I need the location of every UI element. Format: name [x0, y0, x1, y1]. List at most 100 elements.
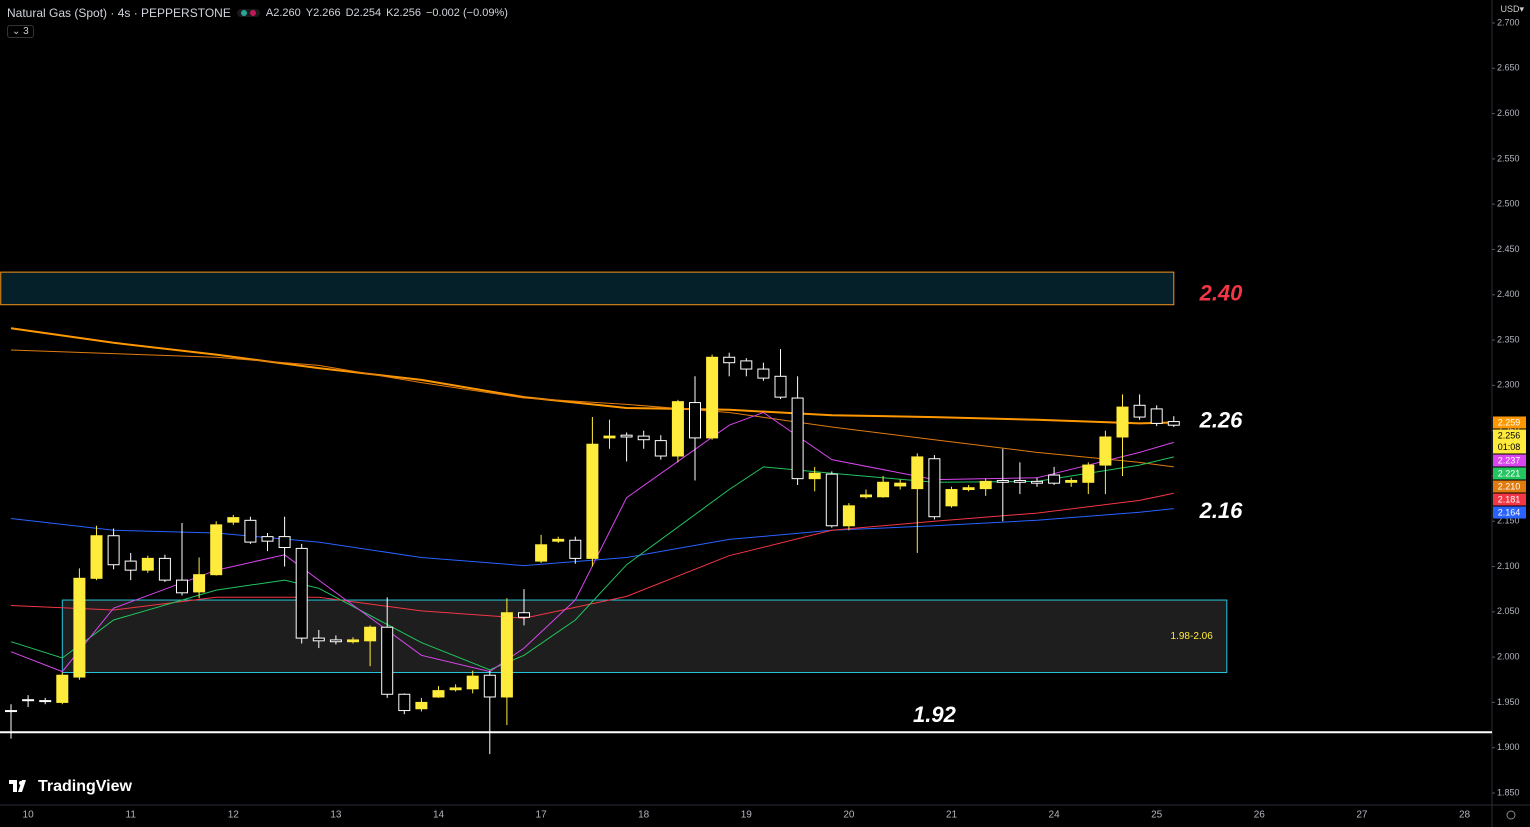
candle-body [381, 626, 394, 695]
annotation: 2.40 [1199, 281, 1244, 306]
candle-body [962, 487, 975, 491]
settings-icon[interactable] [1506, 810, 1516, 820]
candle-body [158, 557, 171, 581]
price-tag-label: 2.221 [1498, 468, 1521, 478]
candle-body [466, 675, 479, 690]
candle-body [894, 482, 907, 487]
candle-body [842, 505, 855, 527]
candle-body [535, 544, 548, 562]
candle-body [620, 434, 633, 438]
currency[interactable]: USD▾ [1500, 4, 1524, 14]
status-dots [236, 9, 260, 17]
moving-average [10, 327, 1174, 425]
currency-label: USD [1500, 4, 1520, 14]
candle-body [176, 579, 188, 594]
candle-body [654, 440, 667, 457]
ohlc-low: D2.254 [345, 7, 382, 19]
candle-body [671, 401, 684, 457]
candle-body [449, 687, 462, 691]
y-tick-label: 1.950 [1497, 697, 1520, 707]
x-tick-label: 12 [228, 810, 240, 821]
brand: TradingView [38, 778, 133, 795]
zone-label: 1.98-2.06 [1171, 631, 1214, 642]
symbol: Natural Gas (Spot) · 4s · PEPPERSTONE [7, 6, 231, 20]
price-tag [1493, 506, 1526, 519]
x-tick-label: 17 [536, 810, 548, 821]
candle-body [398, 693, 411, 712]
candle-body [979, 480, 992, 490]
candle-body [107, 535, 120, 566]
x-tick-label: 11 [126, 810, 137, 821]
y-tick-label: 2.150 [1497, 516, 1520, 526]
candle-body [928, 458, 941, 518]
price-tag-label: 2.181 [1498, 494, 1521, 504]
candle-body [808, 472, 821, 480]
legend-header: Natural Gas (Spot) · 4s · PEPPERSTONE A2… [7, 6, 508, 20]
candle-body [723, 356, 736, 364]
candle-body [1082, 464, 1095, 483]
price-tag [1493, 480, 1526, 493]
x-tick-label: 24 [1049, 810, 1061, 821]
candle-body [586, 443, 599, 559]
price-tag-label: 2.210 [1498, 481, 1521, 491]
candle-body [1133, 404, 1146, 418]
y-tick-label: 2.350 [1497, 334, 1520, 344]
ohlc-values: A2.260 Y2.266 D2.254 K2.256 −0.002 (−0.0… [266, 7, 508, 19]
y-tick-label: 2.650 [1497, 63, 1520, 73]
candle-body [569, 539, 582, 559]
x-tick-label: 28 [1459, 810, 1471, 821]
countdown: 01:08 [1498, 442, 1521, 452]
candle-body [825, 473, 838, 527]
candle-body [518, 612, 530, 618]
candle-body [877, 481, 890, 498]
candle-body [911, 456, 924, 490]
x-tick-label: 19 [741, 810, 753, 821]
price-tag-label: 2.164 [1498, 507, 1521, 517]
price-tag [1493, 429, 1526, 454]
x-tick-label: 25 [1151, 810, 1163, 821]
y-tick-label: 1.900 [1497, 742, 1520, 752]
candle-body [860, 494, 872, 498]
y-tick-label: 2.100 [1497, 561, 1520, 571]
candle-body [791, 397, 804, 480]
x-tick-label: 14 [433, 810, 445, 821]
candle-body [774, 375, 787, 398]
price-tag [1493, 493, 1526, 506]
candle-body [1167, 421, 1180, 426]
y-tick-label: 2.600 [1497, 108, 1520, 118]
candle-body [73, 577, 86, 678]
candle-body [432, 690, 445, 698]
y-tick-label: 1.850 [1497, 787, 1520, 797]
y-tick-label: 2.050 [1497, 606, 1520, 616]
candle-body [500, 612, 513, 698]
candle-body [244, 519, 257, 543]
candle-body [295, 547, 308, 639]
annotation: 2.26 [1199, 407, 1244, 432]
candle-body [757, 368, 770, 379]
candle-body [90, 535, 103, 579]
candle-body [945, 489, 958, 507]
ohlc-open: A2.260 [265, 7, 301, 19]
candle-body [637, 435, 650, 441]
candle-body [689, 402, 701, 439]
ohlc-high: Y2.266 [305, 7, 341, 19]
candle-body [56, 674, 69, 703]
candle-body [261, 536, 274, 542]
ohlc-close: K2.256 [386, 7, 421, 19]
candle-body [141, 557, 154, 571]
indicators-toggle[interactable]: ⌄ 3 [7, 25, 34, 38]
indicators-count: 3 [23, 26, 29, 37]
candle-body [415, 701, 428, 710]
candle-body [706, 356, 719, 439]
candle-body [1048, 474, 1061, 484]
x-tick-label: 21 [946, 810, 958, 821]
candle-body [227, 517, 240, 523]
candle-body [483, 674, 496, 698]
annotation: 1.92 [913, 702, 957, 727]
candle-body [1099, 436, 1112, 466]
candle-body [312, 637, 325, 642]
candle-body [552, 538, 565, 542]
annotation: 2.16 [1199, 498, 1244, 523]
